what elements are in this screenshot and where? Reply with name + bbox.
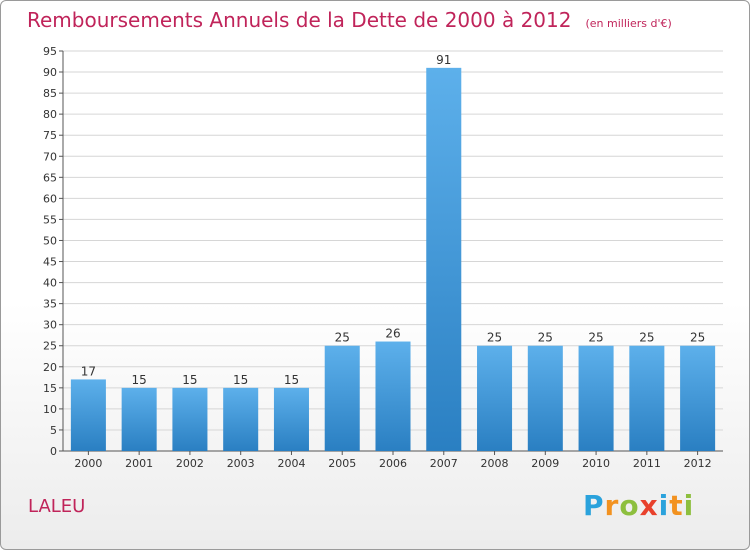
x-tick-label: 2003 — [227, 457, 255, 470]
y-tick-label: 25 — [43, 340, 57, 353]
y-tick-label: 10 — [43, 403, 57, 416]
y-tick-label: 15 — [43, 382, 57, 395]
x-tick-label: 2005 — [328, 457, 356, 470]
bar — [324, 345, 360, 451]
bar-value-label: 17 — [81, 364, 96, 378]
bar-value-label: 91 — [436, 53, 451, 67]
x-tick-label: 2008 — [481, 457, 509, 470]
bar-value-label: 15 — [132, 373, 147, 387]
y-axis-ticks: 0 5 10 15 20 25 30 35 40 45 50 55 60 65 70 75 80 85 90 95 — [43, 45, 63, 458]
logo-letter: x — [639, 489, 659, 522]
x-tick-label: 2009 — [531, 457, 559, 470]
proxiti-logo: Proxiti — [583, 489, 694, 522]
logo-letter: i — [683, 489, 695, 522]
bar — [172, 387, 208, 451]
y-tick-label: 55 — [43, 213, 57, 226]
bar-value-label: 25 — [690, 331, 705, 345]
x-axis-ticks: 2000 2001 2002 2003 2004 2005 2006 2007 2008 2009… — [74, 451, 712, 470]
bar-value-label: 15 — [284, 373, 299, 387]
bar-value-label: 15 — [233, 373, 248, 387]
bar-value-label: 25 — [335, 331, 350, 345]
chart-title: Remboursements Annuels de la Dette de 20… — [27, 8, 572, 32]
x-tick-label: 2001 — [125, 457, 153, 470]
y-tick-label: 85 — [43, 87, 57, 100]
logo-letter: i — [658, 489, 670, 522]
y-tick-label: 80 — [43, 108, 57, 121]
y-tick-label: 50 — [43, 234, 57, 247]
bar — [223, 387, 259, 451]
chart-subtitle: (en milliers d'€) — [585, 17, 672, 30]
y-tick-label: 45 — [43, 256, 57, 269]
logo-letter: t — [669, 489, 684, 522]
x-tick-label: 2004 — [277, 457, 305, 470]
x-tick-label: 2007 — [430, 457, 458, 470]
y-tick-label: 20 — [43, 361, 57, 374]
bar — [273, 387, 309, 451]
bar — [375, 341, 411, 451]
y-tick-label: 95 — [43, 45, 57, 58]
bar — [426, 67, 462, 451]
title-row: Remboursements Annuels de la Dette de 20… — [27, 8, 672, 32]
bar-value-label: 25 — [639, 331, 654, 345]
x-tick-label: 2006 — [379, 457, 407, 470]
x-tick-label: 2012 — [684, 457, 712, 470]
y-tick-label: 40 — [43, 277, 57, 290]
bar-value-label: 15 — [182, 373, 197, 387]
y-tick-label: 30 — [43, 319, 57, 332]
bar — [680, 345, 716, 451]
bar — [578, 345, 614, 451]
bars: 17 15 15 15 15 25 26 91 25 25 25 25 25 — [70, 53, 716, 451]
x-tick-label: 2010 — [582, 457, 610, 470]
logo-letter: o — [619, 489, 640, 522]
y-tick-label: 70 — [43, 150, 57, 163]
logo-letter: r — [604, 489, 620, 522]
place-name: LALEU — [28, 496, 86, 517]
y-tick-label: 75 — [43, 129, 57, 142]
y-tick-label: 90 — [43, 66, 57, 79]
bar — [527, 345, 563, 451]
bar — [477, 345, 513, 451]
y-tick-label: 65 — [43, 171, 57, 184]
bar — [121, 387, 157, 451]
y-tick-label: 60 — [43, 192, 57, 205]
y-tick-label: 0 — [50, 445, 57, 458]
logo-letter: P — [583, 489, 605, 522]
bar-value-label: 25 — [538, 331, 553, 345]
bar — [70, 379, 106, 451]
bar-value-label: 25 — [588, 331, 603, 345]
bar-value-label: 25 — [487, 331, 502, 345]
x-tick-label: 2000 — [74, 457, 102, 470]
bar-value-label: 26 — [385, 327, 400, 341]
x-tick-label: 2002 — [176, 457, 204, 470]
y-tick-label: 5 — [50, 424, 57, 437]
x-tick-label: 2011 — [633, 457, 661, 470]
bar — [629, 345, 665, 451]
y-tick-label: 35 — [43, 298, 57, 311]
